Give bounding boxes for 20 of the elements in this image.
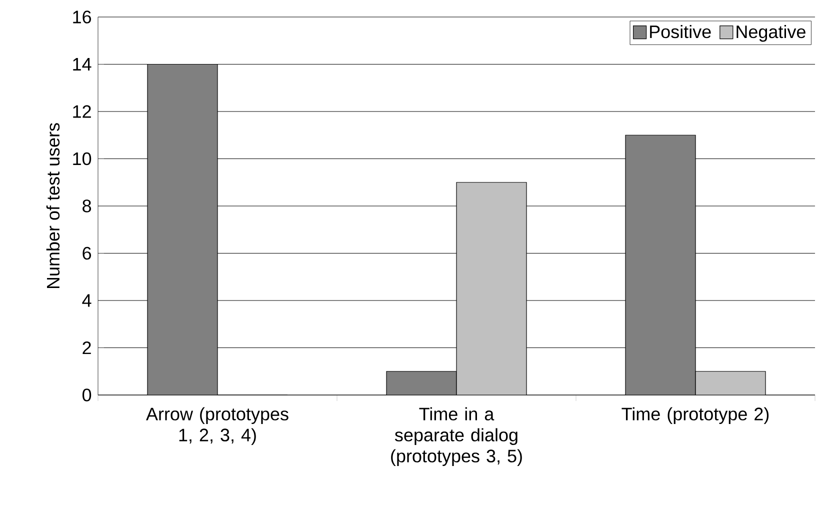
x-tick-label: Time (prototype 2) xyxy=(622,407,769,424)
bar xyxy=(147,64,218,395)
bar xyxy=(625,134,696,395)
bar xyxy=(386,371,457,395)
y-tick-label: 4 xyxy=(82,294,92,307)
legend-label: Negative xyxy=(736,24,806,42)
y-tick-label: 14 xyxy=(73,58,92,70)
x-tick-label: Arrow (prototypes 1, 2, 3, 4) xyxy=(146,407,288,445)
y-tick-label: 12 xyxy=(73,105,91,118)
bar xyxy=(695,371,766,395)
y-axis-title: Number of test users xyxy=(46,123,60,288)
y-tick-label: 2 xyxy=(82,341,91,354)
y-tick-label: 0 xyxy=(82,388,92,402)
y-tick-label: 6 xyxy=(82,246,92,260)
y-tick-label: 10 xyxy=(73,152,92,166)
bar xyxy=(456,182,527,395)
x-tick-label: Time in a separate dialog (prototypes 3, 5) xyxy=(391,407,522,466)
y-tick-label: 16 xyxy=(73,10,92,24)
legend-label: Positive xyxy=(650,24,711,38)
y-tick-label: 8 xyxy=(82,200,92,212)
